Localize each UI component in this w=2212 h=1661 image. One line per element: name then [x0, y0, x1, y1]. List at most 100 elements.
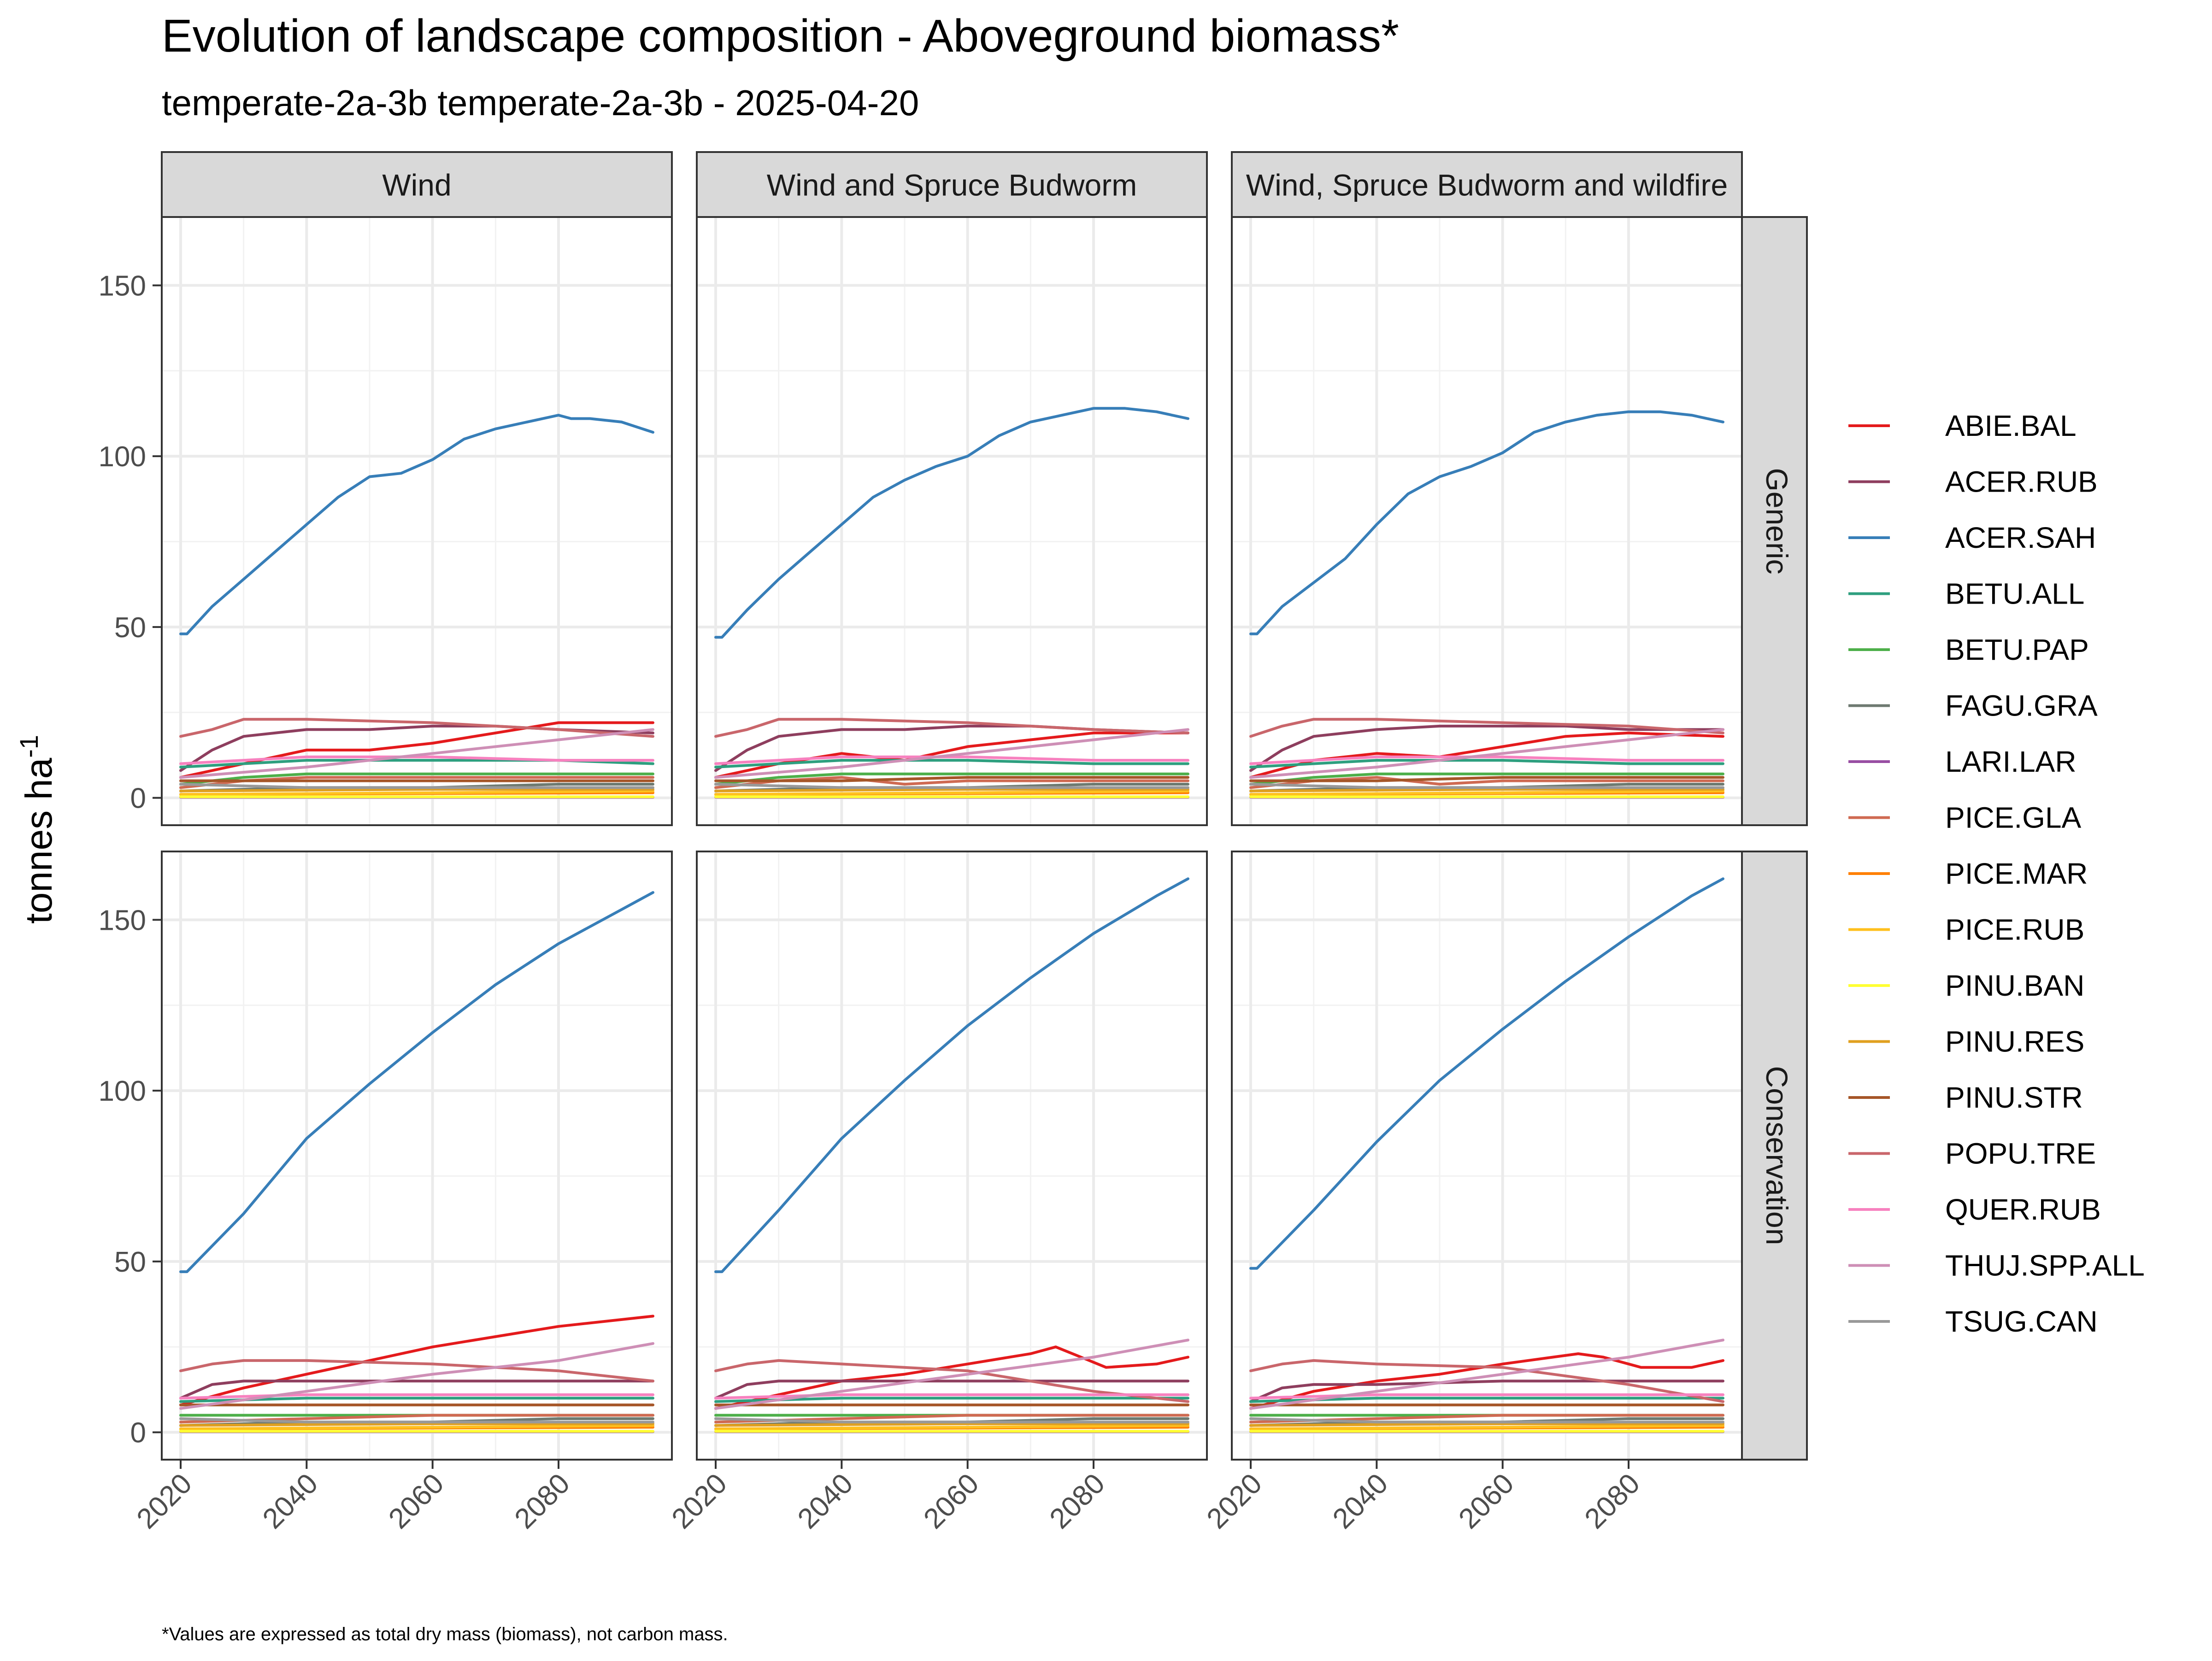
legend-item-tsug-can: TSUG.CAN: [1848, 1305, 2098, 1338]
series-line-thuj-spp-all: [714, 728, 1189, 779]
panel-border: [161, 851, 673, 1461]
panel-border: [696, 216, 1208, 826]
series-line-pinu-res: [714, 1422, 1189, 1427]
legend-item-acer-rub: ACER.RUB: [1848, 465, 2098, 499]
series-line-acer-sah: [714, 407, 1189, 639]
series-line-popu-tre: [179, 718, 654, 738]
series-line-popu-tre: [714, 718, 1189, 738]
series-line-betu-all: [1249, 1397, 1724, 1403]
series-line-pice-rub: [179, 1424, 654, 1431]
panel-background: [162, 851, 672, 1460]
series-line-pinu-res: [1249, 1422, 1724, 1427]
panel-1-1: 0 50 100 150: [99, 216, 673, 826]
legend-item-acer-sah: ACER.SAH: [1848, 521, 2096, 554]
series-line-acer-sah: [179, 414, 654, 635]
series-line-acer-rub: [714, 1379, 1189, 1400]
y-axis-label-main: tonnes ha: [18, 757, 60, 924]
facet-strip-label: Wind, Spruce Budworm and wildfire: [1246, 168, 1728, 202]
x-tick-label: 2040: [792, 1467, 859, 1535]
series-line-abie-bal: [179, 721, 654, 779]
legend-item-pinu-ban: PINU.BAN: [1848, 969, 2084, 1002]
series-line-betu-all: [714, 1397, 1189, 1403]
facet-strip-label: Wind: [382, 168, 451, 202]
series-line-pinu-res: [179, 788, 654, 792]
panel-1-3: [1231, 216, 1743, 826]
series-line-thuj-spp-all: [714, 1338, 1189, 1410]
panel-background: [697, 217, 1207, 825]
series-line-popu-tre: [714, 1359, 1189, 1403]
series-line-thuj-spp-all: [179, 728, 654, 779]
series-line-acer-sah: [714, 877, 1189, 1274]
x-tick-label: 2080: [1044, 1467, 1111, 1535]
panel-1-2: [696, 216, 1208, 826]
legend-label: TSUG.CAN: [1945, 1305, 2098, 1338]
x-tick-label: 2020: [1201, 1467, 1268, 1535]
series-line-acer-rub: [179, 1379, 654, 1400]
chart-title: Evolution of landscape composition - Abo…: [162, 10, 1399, 62]
series-line-thuj-spp-all: [179, 1342, 654, 1410]
facet-strip-label: Wind and Spruce Budworm: [767, 168, 1137, 202]
series-line-betu-all: [714, 759, 1189, 769]
legend-item-betu-all: BETU.ALL: [1848, 577, 2084, 610]
series-line-quer-rub: [1249, 755, 1724, 765]
series-line-abie-bal: [179, 1315, 654, 1407]
series-line-pice-rub: [714, 789, 1189, 796]
panel-2-1: 0 50 100 150 2020 2040 2060 2080: [99, 851, 673, 1535]
legend-label: PICE.GLA: [1945, 801, 2082, 834]
panel-border: [696, 851, 1208, 1461]
legend-label: POPU.TRE: [1945, 1137, 2096, 1170]
chart-subtitle: temperate-2a-3b temperate-2a-3b - 2025-0…: [162, 82, 919, 123]
legend-item-betu-pap: BETU.PAP: [1848, 633, 2089, 666]
series-line-tsug-can: [179, 1417, 654, 1424]
series-line-betu-pap: [179, 772, 654, 786]
legend-item-pinu-res: PINU.RES: [1848, 1025, 2084, 1058]
series-line-betu-all: [179, 1397, 654, 1403]
x-tick-label: 2060: [918, 1467, 985, 1535]
legend-label: BETU.PAP: [1945, 633, 2089, 666]
panel-border: [1231, 851, 1743, 1461]
series-line-pinu-res: [714, 788, 1189, 792]
series-line-acer-sah: [1249, 877, 1724, 1270]
y-tick-label: 50: [114, 1246, 146, 1278]
y-axis-label: tonnes ha-1: [14, 735, 60, 924]
series-line-pinu-res: [1249, 788, 1724, 792]
series-line-acer-rub: [1249, 724, 1724, 772]
panel-2-3: 2020 2040 2060 2080: [1201, 851, 1743, 1535]
legend-item-pinu-str: PINU.STR: [1848, 1081, 2083, 1114]
legend-label: LARI.LAR: [1945, 745, 2077, 778]
legend-label: ACER.RUB: [1945, 465, 2098, 499]
row-strip-conservation: Conservation: [1741, 851, 1808, 1461]
legend-label: PINU.BAN: [1945, 969, 2084, 1002]
series-line-pice-rub: [1249, 789, 1724, 796]
legend-label: PINU.STR: [1945, 1081, 2083, 1114]
series-line-pinu-str: [714, 776, 1189, 782]
series-line-betu-pap: [1249, 772, 1724, 786]
legend-item-fagu-gra: FAGU.GRA: [1848, 689, 2098, 722]
series-line-pinu-str: [1249, 776, 1724, 782]
panel-2-2: 2020 2040 2060 2080: [666, 851, 1208, 1535]
series-line-acer-sah: [179, 891, 654, 1274]
y-tick-label: 150: [99, 904, 146, 936]
x-tick-label: 2040: [257, 1467, 324, 1535]
series-line-acer-sah: [1249, 410, 1724, 635]
series-line-popu-tre: [179, 1359, 654, 1383]
legend-item-quer-rub: QUER.RUB: [1848, 1193, 2101, 1226]
series-line-abie-bal: [714, 1345, 1189, 1410]
facet-strip-2: Wind and Spruce Budworm: [696, 151, 1208, 218]
panel-border: [1231, 216, 1743, 826]
x-tick-label: 2020: [131, 1467, 198, 1535]
row-strip-label: Generic: [1760, 468, 1794, 574]
panels-layer: Wind Wind and Spruce Budworm Wind, Spruce …: [99, 151, 1808, 1535]
legend-item-lari-lar: LARI.LAR: [1848, 745, 2077, 778]
series-line-popu-tre: [1249, 718, 1724, 738]
legend-item-abie-bal: ABIE.BAL: [1848, 409, 2077, 442]
y-tick-label: 0: [130, 1417, 146, 1449]
legend-label: QUER.RUB: [1945, 1193, 2101, 1226]
legend-item-pice-rub: PICE.RUB: [1848, 913, 2084, 946]
series-line-quer-rub: [179, 755, 654, 765]
series-line-tsug-can: [1249, 1417, 1724, 1424]
series-line-acer-rub: [1249, 1379, 1724, 1403]
y-tick-label: 0: [130, 783, 146, 815]
series-line-tsug-can: [714, 783, 1189, 789]
